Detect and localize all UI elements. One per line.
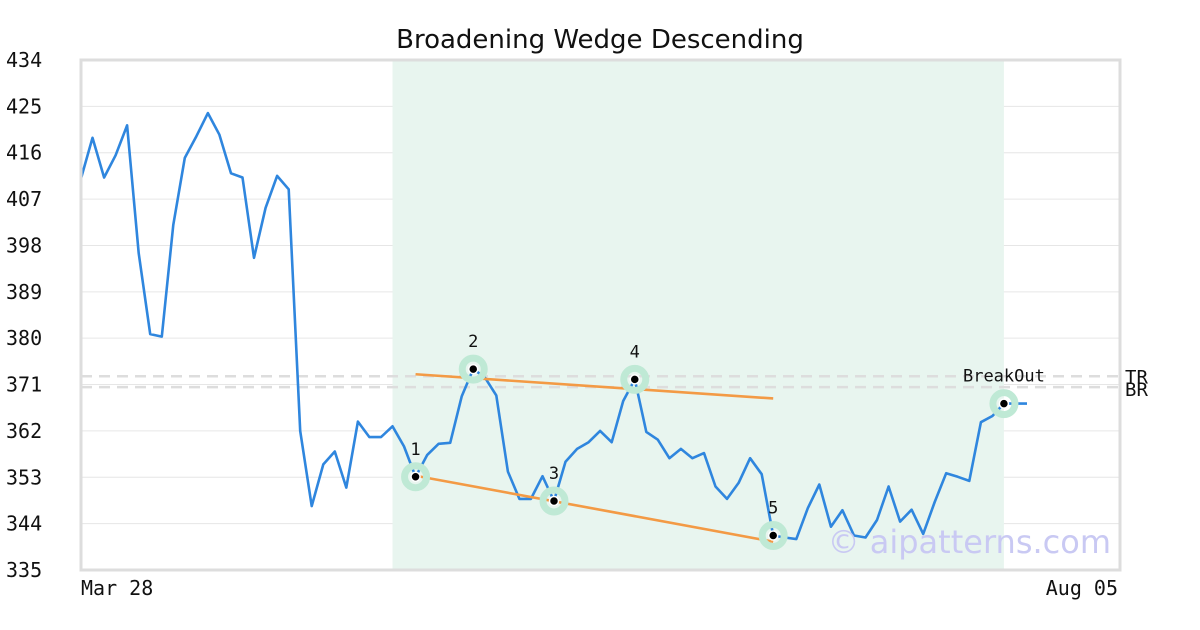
plot-frame [79, 58, 1122, 572]
point-label: 4 [630, 342, 640, 362]
point-label: 5 [768, 498, 778, 518]
point-dot [548, 495, 560, 507]
y-tick-label: 407 [6, 187, 42, 211]
y-tick-label: 398 [6, 233, 42, 257]
point-halo [620, 364, 650, 394]
x-tick-label: Aug 05 [1046, 576, 1118, 600]
reference-label-br: BR [1125, 379, 1148, 401]
y-tick-label: 335 [6, 558, 42, 582]
y-tick-label: 353 [6, 465, 42, 489]
y-tick-label: 425 [6, 94, 42, 118]
highlight-band [392, 60, 1004, 570]
point-halo [539, 486, 569, 516]
y-tick-label: 344 [6, 512, 42, 536]
point-halo [989, 389, 1019, 419]
point-label: 1 [410, 440, 420, 460]
x-axis: Mar 28 Aug 05 [81, 576, 1118, 600]
point-label: BreakOut [963, 367, 1045, 387]
point-dot [767, 530, 779, 541]
plot-border [79, 58, 1122, 572]
x-tick-label: Mar 28 [81, 576, 153, 600]
point-label: 2 [468, 332, 478, 352]
point-dot [629, 374, 641, 385]
y-tick-label: 362 [6, 419, 42, 443]
point-dot [410, 471, 421, 483]
y-tick-label: 371 [6, 373, 42, 397]
point-dot [467, 363, 479, 375]
pattern-points: 1 2 3 4 5 BreakOut [401, 332, 1045, 550]
y-axis: 434 425 416 407 398 389 380 371 362 353 344 335 [6, 48, 42, 582]
reference-label-tr: TR [1125, 366, 1148, 388]
y-tick-label: 434 [6, 48, 42, 72]
lower-trend-line [415, 474, 774, 543]
point-dot [998, 398, 1010, 409]
watermark: © aipatterns.com [828, 523, 1111, 561]
chart-title: Broadening Wedge Descending [396, 25, 804, 55]
point-label: 3 [549, 464, 559, 484]
point-halo [758, 520, 788, 550]
y-tick-label: 389 [6, 280, 42, 304]
point-halo [458, 354, 488, 384]
y-tick-label: 416 [6, 141, 42, 165]
pattern-highlight-region [392, 60, 1004, 570]
y-tick-label: 380 [6, 326, 42, 350]
point-halo [401, 462, 431, 492]
